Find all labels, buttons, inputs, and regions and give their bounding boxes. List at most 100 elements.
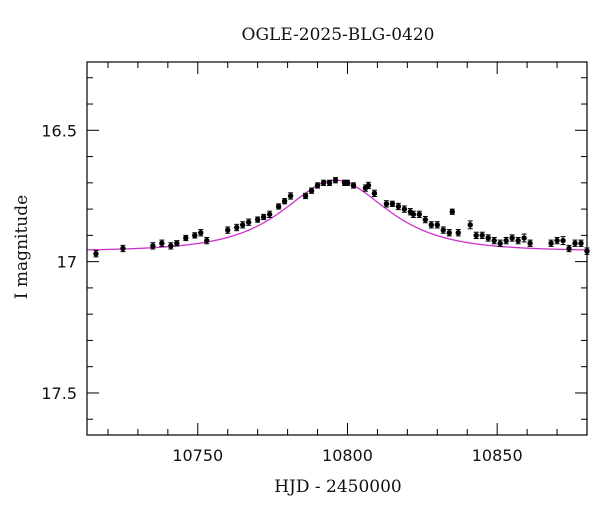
point-marker: [491, 237, 497, 244]
x-tick-label: 10800: [322, 446, 373, 465]
y-axis-label: I magnitude: [12, 195, 32, 299]
point-marker: [266, 211, 273, 218]
y-tick-label: 17.5: [41, 384, 77, 403]
data-point: [344, 179, 351, 186]
point-marker: [320, 180, 327, 186]
point-marker: [174, 240, 180, 246]
data-point: [120, 244, 126, 253]
data-point: [485, 234, 491, 242]
data-point: [371, 189, 378, 197]
point-marker: [302, 193, 309, 199]
point-marker: [578, 240, 584, 246]
data-point: [503, 236, 509, 245]
point-marker: [446, 230, 452, 236]
data-point: [383, 200, 390, 208]
data-point: [314, 182, 321, 189]
data-point: [395, 202, 402, 211]
data-points: [93, 177, 590, 258]
point-marker: [225, 227, 231, 233]
point-marker: [314, 182, 321, 189]
data-point: [578, 239, 584, 247]
point-marker: [560, 237, 566, 244]
data-point: [491, 236, 497, 245]
data-point: [509, 234, 515, 242]
data-point: [440, 226, 446, 234]
data-point: [350, 182, 357, 189]
point-marker: [365, 182, 372, 189]
point-marker: [239, 222, 246, 228]
data-point: [174, 240, 180, 247]
data-point: [566, 244, 572, 253]
point-marker: [183, 235, 189, 241]
point-marker: [410, 211, 417, 218]
x-tick-label: 10850: [472, 446, 523, 465]
data-point: [302, 192, 309, 200]
data-point: [287, 192, 294, 200]
plot-frame: [86, 61, 588, 436]
point-marker: [422, 216, 429, 223]
data-point: [150, 242, 156, 250]
point-marker: [93, 251, 99, 257]
x-axis-label: HJD - 2450000: [274, 477, 402, 497]
point-marker: [326, 180, 333, 186]
point-marker: [395, 203, 402, 210]
data-point: [467, 220, 473, 230]
point-marker: [497, 240, 503, 246]
x-tick-label: 10750: [172, 446, 223, 465]
tick-labels: 10750 10800 10850 16.5 17 17.5: [41, 121, 522, 465]
data-point: [365, 181, 372, 190]
point-marker: [455, 230, 461, 236]
point-marker: [503, 237, 509, 244]
data-point: [428, 221, 435, 229]
data-point: [527, 239, 533, 247]
point-marker: [168, 243, 174, 249]
data-point: [410, 210, 417, 219]
data-point: [225, 226, 231, 234]
data-point: [183, 234, 189, 242]
data-point: [401, 205, 408, 213]
point-marker: [287, 193, 294, 199]
data-point: [416, 210, 423, 219]
data-point: [326, 179, 333, 186]
point-marker: [485, 235, 491, 241]
data-point: [515, 236, 521, 245]
data-point: [554, 236, 560, 245]
point-marker: [350, 182, 357, 189]
point-marker: [371, 190, 378, 197]
data-point: [245, 218, 252, 226]
point-marker: [416, 211, 423, 218]
point-marker: [572, 240, 578, 246]
data-point: [168, 242, 174, 250]
point-marker: [234, 224, 240, 231]
data-point: [198, 229, 204, 237]
data-point: [281, 198, 288, 205]
point-marker: [245, 219, 252, 225]
data-point: [479, 231, 485, 240]
data-point: [455, 229, 461, 237]
data-point: [572, 239, 578, 247]
data-point: [434, 221, 440, 229]
point-marker: [548, 240, 554, 246]
data-point: [560, 236, 566, 246]
point-marker: [521, 235, 527, 241]
point-marker: [204, 237, 210, 244]
point-marker: [566, 245, 572, 252]
data-point: [239, 221, 246, 229]
data-point: [308, 187, 315, 194]
data-point: [260, 213, 267, 221]
point-marker: [479, 232, 485, 239]
point-marker: [275, 203, 282, 210]
point-marker: [509, 235, 515, 241]
point-marker: [428, 222, 435, 228]
point-marker: [192, 232, 198, 239]
data-point: [159, 239, 165, 247]
data-point: [497, 239, 503, 247]
point-marker: [120, 245, 126, 252]
point-marker: [159, 240, 165, 246]
point-marker: [198, 230, 204, 236]
data-point: [422, 215, 429, 224]
point-marker: [515, 237, 521, 244]
axis-ticks: [87, 62, 588, 435]
data-point: [266, 210, 273, 219]
